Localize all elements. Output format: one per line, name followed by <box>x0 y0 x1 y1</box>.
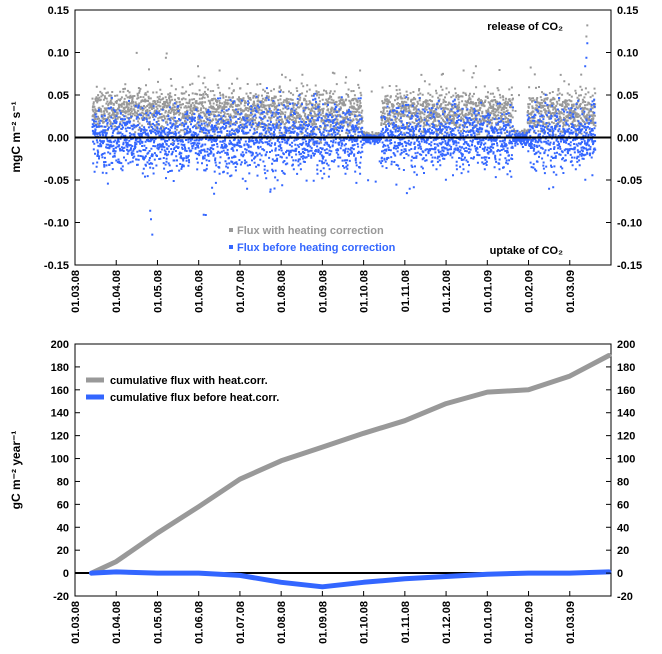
x-tick-label: 01.06.08 <box>194 601 206 644</box>
y-tick-label: 0.15 <box>617 5 638 17</box>
x-tick-label: 01.11.08 <box>400 270 412 312</box>
y-tick-label: 0.05 <box>617 90 638 102</box>
x-tick-label: 01.02.09 <box>524 270 536 313</box>
y-tick-label: 100 <box>617 454 635 466</box>
y-tick-label: -0.15 <box>617 260 642 272</box>
x-tick-label: 01.12.08 <box>441 601 453 644</box>
y-tick-label: 200 <box>617 339 635 351</box>
y-tick-label: 80 <box>57 476 69 488</box>
line-cumulative-with-correction <box>89 353 612 576</box>
x-tick-label: 01.05.08 <box>152 601 164 644</box>
top-panel: 0.15 0.10 0.05 0.00 -0.05 -0.10 -0.15 0.15 0.10… <box>9 5 642 313</box>
legend-marker-before-correction <box>229 245 233 249</box>
x-tick-label: 01.07.08 <box>235 601 247 644</box>
x-tick-label: 01.08.08 <box>276 270 288 313</box>
y-tick-label: 0.05 <box>48 90 69 102</box>
y-tick-label: 180 <box>51 362 69 374</box>
y-tick-label: 60 <box>617 499 629 511</box>
y-tick-label: 0.15 <box>48 5 69 17</box>
y-tick-label: -20 <box>617 591 633 603</box>
y-tick-label: 140 <box>617 408 635 420</box>
x-tick-label: 01.08.08 <box>276 601 288 644</box>
y-tick-label: 40 <box>57 522 69 534</box>
top-y-axis-label: mgC m⁻² s⁻¹ <box>9 101 23 172</box>
legend-label-cumulative-with: cumulative flux with heat.corr. <box>110 375 268 387</box>
y-tick-label: 0 <box>63 568 69 580</box>
y-tick-label: 180 <box>617 362 635 374</box>
x-tick-label: 01.11.08 <box>400 601 412 643</box>
legend-marker-with-correction <box>229 228 233 232</box>
uptake-annotation: uptake of CO₂ <box>490 245 563 257</box>
x-tick-label: 01.04.08 <box>111 601 123 644</box>
x-tick-label: 01.07.08 <box>235 270 247 313</box>
x-tick-label: 01.02.09 <box>524 601 536 644</box>
y-tick-label: -0.10 <box>617 218 642 230</box>
bottom-x-ticks: 01.03.08 01.04.08 01.05.08 01.06.08 01.07.08… <box>70 591 577 644</box>
y-tick-label: 0.00 <box>48 133 69 145</box>
y-tick-label: 140 <box>51 408 69 420</box>
x-tick-label: 01.01.09 <box>482 270 494 313</box>
y-tick-label: 100 <box>51 454 69 466</box>
y-tick-label: -20 <box>53 591 69 603</box>
x-tick-label: 01.09.08 <box>317 601 329 644</box>
x-tick-label: 01.09.08 <box>317 270 329 313</box>
y-tick-label: 20 <box>57 545 69 557</box>
legend-label-with-correction: Flux with heating correction <box>237 225 384 237</box>
x-tick-label: 01.10.08 <box>359 601 371 644</box>
line-cumulative-before-correction <box>89 569 612 590</box>
scatter-before-correction <box>91 42 597 236</box>
legend-label-cumulative-before: cumulative flux before heat.corr. <box>110 392 279 404</box>
x-tick-label: 01.12.08 <box>441 270 453 313</box>
y-tick-label: 0.00 <box>617 133 638 145</box>
y-tick-label: -0.10 <box>44 218 69 230</box>
y-tick-label: 0.10 <box>617 48 638 60</box>
bottom-y-axis-label: gC m⁻² year⁻¹ <box>9 431 23 510</box>
y-tick-label: -0.05 <box>44 175 69 187</box>
x-tick-label: 01.03.08 <box>70 270 82 313</box>
x-tick-label: 01.03.09 <box>565 270 577 313</box>
x-tick-label: 01.03.09 <box>565 601 577 644</box>
y-tick-label: 20 <box>617 545 629 557</box>
x-tick-label: 01.06.08 <box>194 270 206 313</box>
top-x-ticks: 01.03.08 01.04.08 01.05.08 01.06.08 01.07.08… <box>70 260 577 313</box>
y-tick-label: 120 <box>617 431 635 443</box>
y-tick-label: 0 <box>617 568 623 580</box>
y-tick-label: 120 <box>51 431 69 443</box>
y-tick-label: -0.15 <box>44 260 69 272</box>
x-tick-label: 01.05.08 <box>152 270 164 313</box>
top-y-ticks-right: 0.15 0.10 0.05 0.00 -0.05 -0.10 -0.15 <box>606 5 642 272</box>
x-tick-label: 01.04.08 <box>111 270 123 313</box>
y-tick-label: 60 <box>57 499 69 511</box>
top-scatter-points <box>91 24 597 236</box>
y-tick-label: 0.10 <box>48 48 69 60</box>
y-tick-label: 160 <box>617 385 635 397</box>
x-tick-label: 01.03.08 <box>70 601 82 644</box>
y-tick-label: -0.05 <box>617 175 642 187</box>
y-tick-label: 40 <box>617 522 629 534</box>
bottom-series-lines <box>89 353 612 590</box>
release-annotation: release of CO₂ <box>487 21 563 33</box>
top-y-ticks-left: 0.15 0.10 0.05 0.00 -0.05 -0.10 -0.15 <box>44 5 80 272</box>
legend-label-before-correction: Flux before heating correction <box>237 242 396 254</box>
y-tick-label: 200 <box>51 339 69 351</box>
x-tick-label: 01.10.08 <box>359 270 371 313</box>
y-tick-label: 160 <box>51 385 69 397</box>
bottom-plot-frame <box>74 343 612 597</box>
y-tick-label: 80 <box>617 476 629 488</box>
x-tick-label: 01.01.09 <box>482 601 494 644</box>
